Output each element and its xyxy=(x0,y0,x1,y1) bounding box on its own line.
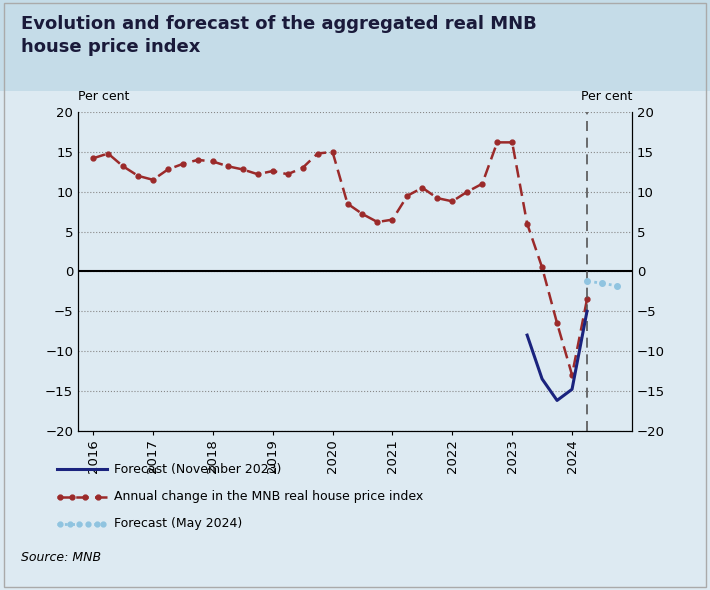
Text: Forecast (November 2023): Forecast (November 2023) xyxy=(114,463,281,476)
Text: Evolution and forecast of the aggregated real MNB: Evolution and forecast of the aggregated… xyxy=(21,15,537,33)
Text: house price index: house price index xyxy=(21,38,201,57)
Text: Per cent: Per cent xyxy=(581,90,632,103)
Text: Forecast (May 2024): Forecast (May 2024) xyxy=(114,517,242,530)
Text: Per cent: Per cent xyxy=(78,90,129,103)
Text: Annual change in the MNB real house price index: Annual change in the MNB real house pric… xyxy=(114,490,423,503)
Text: Source: MNB: Source: MNB xyxy=(21,551,102,564)
